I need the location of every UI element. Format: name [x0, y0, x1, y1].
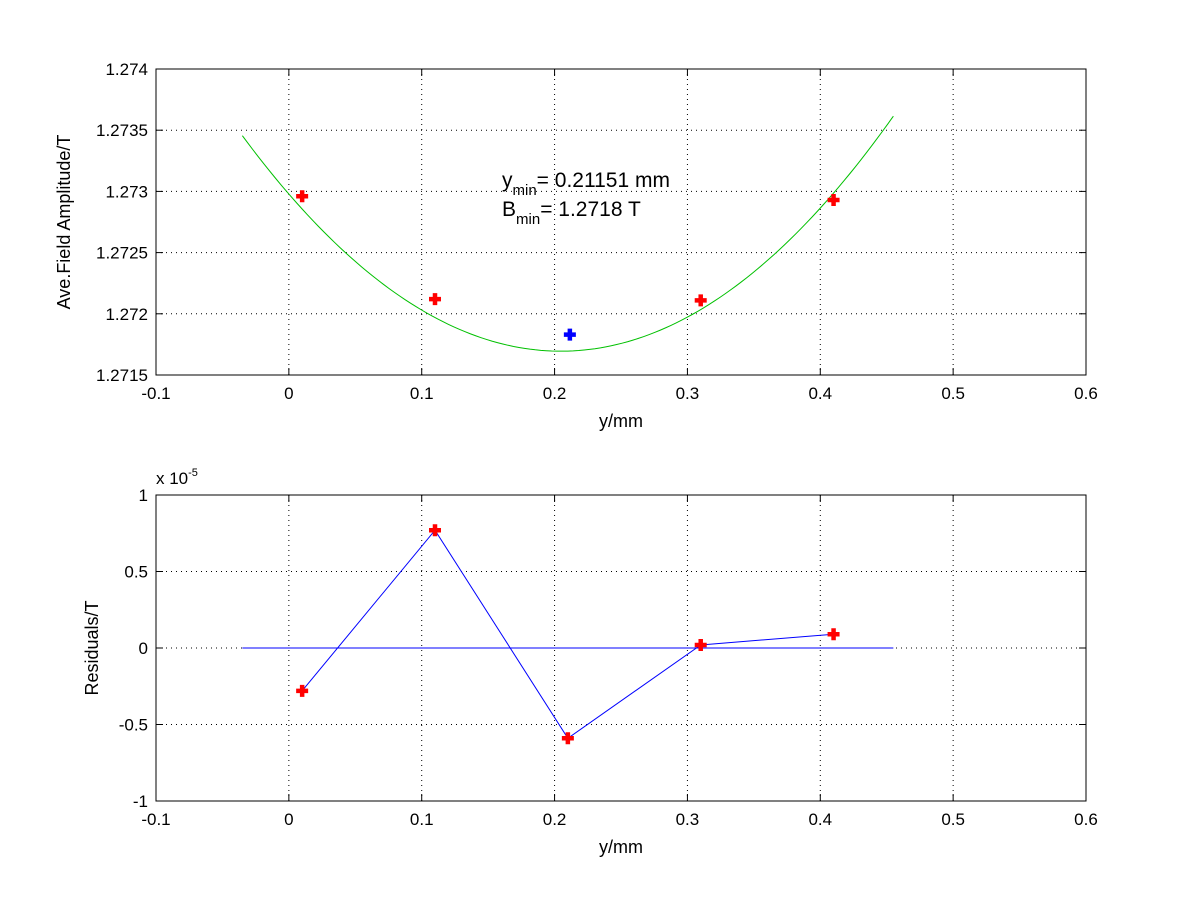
x-axis-label: y/mm — [599, 411, 643, 431]
measured-point — [296, 190, 309, 203]
x-tick-label: 0.3 — [676, 810, 700, 829]
annotation-value: = 0.21151 mm — [537, 169, 670, 192]
y-tick-label: 1.274 — [105, 60, 148, 79]
y-tick-label: 1.272 — [105, 305, 148, 324]
y-axis-label: Residuals/T — [82, 600, 102, 695]
y-scale-exponent: -5 — [188, 467, 198, 479]
x-tick-label: 0.5 — [941, 384, 965, 403]
y-tick-label: -0.5 — [119, 716, 148, 735]
x-tick-label: 0 — [284, 384, 293, 403]
tick-labels: -0.1 0 0.1 0.2 0.3 0.4 0.5 0.6 1.2715 1.272 1.2725… — [96, 60, 1098, 403]
x-tick-label: 0.6 — [1074, 384, 1098, 403]
x-tick-label: 0.2 — [543, 384, 567, 403]
measured-point — [827, 193, 840, 206]
series-layer — [241, 115, 894, 352]
measured-point — [694, 294, 707, 307]
plot-area — [155, 68, 1087, 376]
annotation-subscript: min — [513, 182, 537, 199]
residual-point — [429, 524, 441, 537]
annotation-value: = 1.2718 T — [540, 198, 641, 221]
y-tick-label: 0.5 — [124, 563, 148, 582]
y-axis-label: Ave.Field Amplitude/T — [54, 135, 74, 310]
y-tick-label: 0 — [139, 639, 148, 658]
svg-text:Bmin= 1.2718 T: Bmin= 1.2718 T — [502, 198, 641, 228]
x-tick-label: 0.4 — [808, 384, 832, 403]
grid — [156, 69, 1086, 375]
y-tick-label: 1.2715 — [96, 366, 148, 385]
y-tick-label: 1 — [139, 486, 148, 505]
x-tick-label: 0.6 — [1074, 810, 1098, 829]
annotation-subscript: min — [516, 211, 540, 228]
y-scale-multiplier: x 10-5 — [156, 467, 198, 488]
x-tick-label: 0 — [284, 810, 293, 829]
y-scale-base: x 10 — [156, 469, 188, 488]
x-tick-label: 0.3 — [676, 384, 700, 403]
plot-border — [155, 68, 1087, 376]
x-tick-label: 0.2 — [543, 810, 567, 829]
residual-point — [694, 638, 707, 651]
tick-labels: -0.1 0 0.1 0.2 0.3 0.4 0.5 0.6 -1 -0.5 0 0.5 1 — [119, 486, 1098, 829]
y-tick-label: 1.2735 — [96, 121, 148, 140]
annotation-bmin: Bmin= 1.2718 T — [502, 198, 641, 228]
annotation-ymin: ymin= 0.21151 mm — [502, 169, 670, 199]
y-tick-label: 1.273 — [105, 182, 148, 201]
x-tick-label: 0.4 — [808, 810, 832, 829]
fit-curve-line — [241, 115, 894, 352]
field-amplitude-chart: -0.1 0 0.1 0.2 0.3 0.4 0.5 0.6 1.2715 1.272 1.2725… — [54, 60, 1098, 431]
annotation-symbol: B — [502, 198, 516, 221]
svg-text:ymin= 0.21151 mm: ymin= 0.21151 mm — [502, 169, 670, 199]
y-tick-label: -1 — [133, 792, 148, 811]
residual-point — [296, 684, 309, 697]
measured-point — [429, 293, 441, 306]
x-axis-label: y/mm — [599, 837, 643, 857]
x-tick-label: 0.1 — [410, 810, 434, 829]
annotation-symbol: y — [502, 169, 513, 192]
series-layer — [242, 524, 894, 745]
minimum-point — [563, 328, 576, 341]
x-tick-label: -0.1 — [141, 384, 170, 403]
residuals-chart: -0.1 0 0.1 0.2 0.3 0.4 0.5 0.6-1-0.500.51 y/mm … — [82, 467, 1098, 857]
x-tick-label: 0.1 — [410, 384, 434, 403]
residual-point — [561, 732, 574, 745]
x-tick-label: -0.1 — [141, 810, 170, 829]
x-tick-label: 0.5 — [941, 810, 965, 829]
residual-point — [827, 628, 840, 641]
y-tick-label: 1.2725 — [96, 244, 148, 263]
